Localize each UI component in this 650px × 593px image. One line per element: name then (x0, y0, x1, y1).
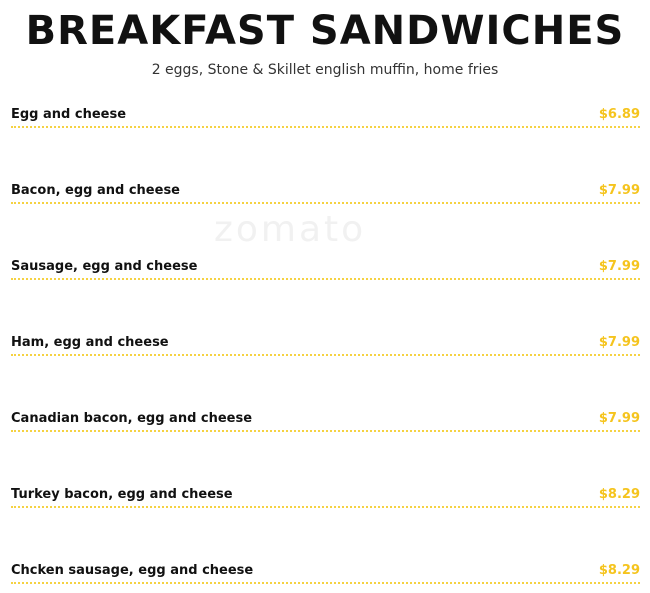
zomato-watermark: zomato (214, 209, 367, 250)
item-price: $8.29 (598, 487, 640, 502)
item-price: $7.99 (598, 411, 640, 426)
menu-item: Ham, egg and cheese $7.99 (11, 332, 640, 356)
menu-item: Turkey bacon, egg and cheese $8.29 (11, 484, 640, 508)
item-name: Canadian bacon, egg and cheese (11, 411, 253, 426)
item-price: $6.89 (598, 107, 640, 122)
menu-item: Bacon, egg and cheese $7.99 (11, 180, 640, 204)
item-name: Chcken sausage, egg and cheese (11, 563, 254, 578)
menu-item: Sausage, egg and cheese $7.99 (11, 256, 640, 280)
item-price: $7.99 (598, 183, 640, 198)
item-price: $7.99 (598, 259, 640, 274)
item-price: $8.29 (598, 563, 640, 578)
item-name: Turkey bacon, egg and cheese (11, 487, 233, 502)
item-name: Egg and cheese (11, 107, 127, 122)
menu-title: BREAKFAST SANDWICHES (25, 8, 625, 54)
menu-subtitle: 2 eggs, Stone & Skillet english muffin, … (151, 62, 499, 78)
menu-item: Canadian bacon, egg and cheese $7.99 (11, 408, 640, 432)
menu-item: Egg and cheese $6.89 (11, 104, 640, 128)
item-name: Bacon, egg and cheese (11, 183, 180, 198)
item-price: $7.99 (598, 335, 640, 350)
menu-item: Chcken sausage, egg and cheese $8.29 (11, 560, 640, 584)
item-name: Sausage, egg and cheese (11, 259, 198, 274)
item-name: Ham, egg and cheese (11, 335, 169, 350)
